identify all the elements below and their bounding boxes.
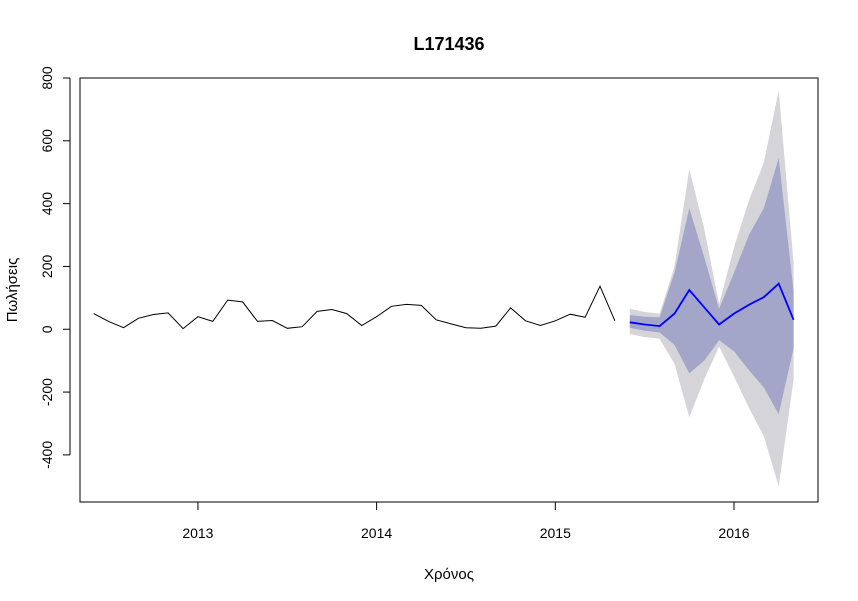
y-axis-label: Πωλήσεις: [4, 258, 21, 323]
y-tick-label: 800: [39, 66, 55, 90]
y-tick-label: 200: [39, 255, 55, 279]
interval-80-band: [629, 158, 794, 415]
y-tick-label: 600: [39, 129, 55, 153]
y-axis: -400 -200 0 200 400 600 800: [39, 66, 71, 469]
x-tick-label: 2015: [540, 525, 571, 541]
x-tick-label: 2013: [182, 525, 213, 541]
y-tick-label: 400: [39, 192, 55, 216]
x-tick-label: 2014: [361, 525, 392, 541]
interval-bands: [629, 90, 794, 487]
x-axis: 2013 2014 2015 2016: [182, 501, 750, 541]
chart-title: L171436: [413, 34, 484, 54]
x-axis-label: Χρόνος: [424, 566, 474, 583]
y-tick-label: 0: [39, 325, 55, 333]
observed-series-line: [93, 284, 616, 330]
y-tick-label: -200: [39, 378, 55, 406]
y-tick-label: -400: [39, 441, 55, 469]
series-lines: [93, 282, 795, 330]
x-tick-label: 2016: [718, 525, 749, 541]
forecast-series-line: [629, 282, 795, 328]
